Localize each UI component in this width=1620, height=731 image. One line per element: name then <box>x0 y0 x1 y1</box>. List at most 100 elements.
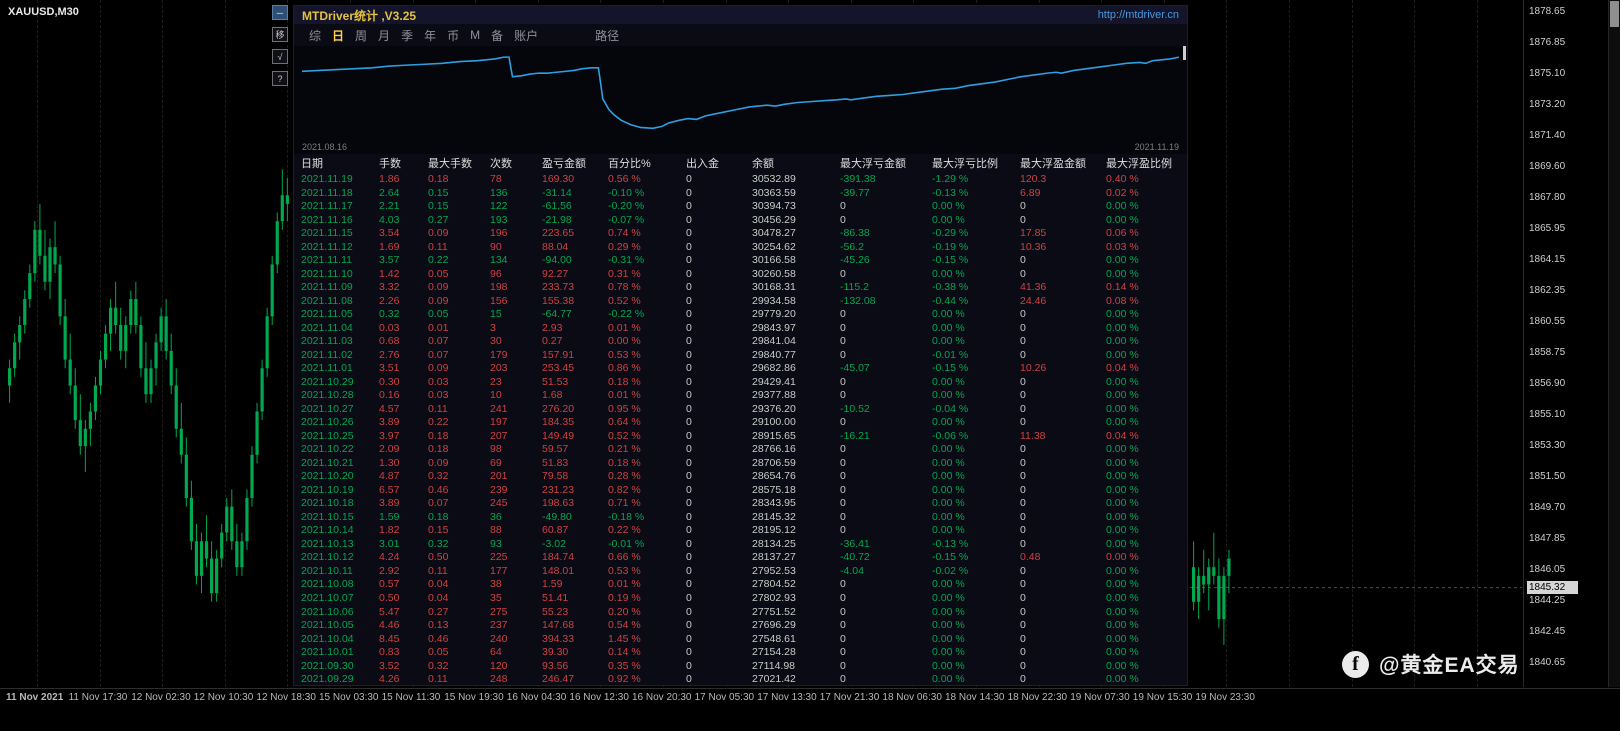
minimize-button[interactable]: ─ <box>272 5 288 20</box>
panel-link[interactable]: http://mtdriver.cn <box>1097 9 1179 21</box>
cell: 0 <box>686 267 692 280</box>
cell: 0.04 <box>428 578 449 591</box>
cell: -49.80 <box>542 510 572 523</box>
cell: 0 <box>840 389 846 402</box>
cell: 0.00 % <box>1106 673 1139 684</box>
menu-item-3[interactable]: 周 <box>355 28 368 43</box>
cell: 0 <box>1020 402 1026 415</box>
cell: 2021.10.07 <box>301 591 354 604</box>
cell: 120.3 <box>1020 173 1047 185</box>
cell: 203 <box>490 362 508 375</box>
cell: 0 <box>686 362 692 375</box>
cell: 0 <box>686 591 692 604</box>
cell: 1.86 <box>379 173 400 185</box>
cell: 0.00 % <box>1106 443 1139 456</box>
price-label: 1853.30 <box>1529 440 1566 451</box>
cell: 233.73 <box>542 281 575 294</box>
cell: 0.04 % <box>1106 429 1139 442</box>
cell: 0 <box>1020 673 1026 684</box>
scrollbar-thumb[interactable] <box>1610 1 1619 27</box>
menu-item-1[interactable]: 综 <box>309 28 322 43</box>
cell: 1.42 <box>379 267 400 280</box>
price-label: 1856.90 <box>1529 378 1566 389</box>
cell: -0.44 % <box>932 294 969 307</box>
cell: 2021.10.19 <box>301 483 354 496</box>
column-header: 次数 <box>490 158 512 170</box>
cell: 2021.10.18 <box>301 497 354 510</box>
cell: 1.45 % <box>608 632 641 645</box>
cell: 156 <box>490 294 508 307</box>
menu-item-4[interactable]: 月 <box>378 28 391 43</box>
cell: 29100.00 <box>752 416 796 429</box>
time-axis: 11 Nov 2021 11 Nov 17:30 12 Nov 02:30 12 No… <box>0 688 1620 731</box>
menu-item-6[interactable]: 年 <box>424 28 437 43</box>
cell: 184.35 <box>542 416 575 429</box>
cell: 149.49 <box>542 429 575 442</box>
help-button[interactable]: ? <box>272 71 288 86</box>
cell: 0 <box>686 294 692 307</box>
cell: 0.52 % <box>608 294 641 307</box>
cell: 0 <box>840 591 846 604</box>
cell: -1.29 % <box>932 173 969 185</box>
panel-scrollbar-thumb[interactable] <box>1183 46 1186 60</box>
cell: 275 <box>490 605 508 618</box>
table-row: 2021.10.18 3.89 0.07 245 198.63 0.71 % 0 28343.… <box>294 497 1187 511</box>
column-header: 最大浮亏金额 <box>840 158 906 170</box>
cell: -31.14 <box>542 186 572 199</box>
cell: 0.57 <box>379 578 400 591</box>
cell: 0.00 % <box>932 659 965 672</box>
price-label: 1862.35 <box>1529 285 1566 296</box>
column-header: 最大浮盈比例 <box>1106 158 1172 170</box>
stats-panel: MTDriver统计 ,V3.25 http://mtdriver.cn 综日周… <box>293 5 1188 686</box>
cell: 0 <box>1020 321 1026 334</box>
cell: 0.00 % <box>1106 389 1139 402</box>
cell: 2021.10.12 <box>301 551 354 564</box>
time-label: 11 Nov 17:30 <box>68 692 128 703</box>
cell: 28137.27 <box>752 551 796 564</box>
cell: 27952.53 <box>752 564 796 577</box>
cell: 0.22 <box>428 416 449 429</box>
cell: 0.18 % <box>608 375 641 388</box>
cell: 11.38 <box>1020 429 1046 442</box>
cell: 55.23 <box>542 605 569 618</box>
cell: 0.09 <box>428 281 449 294</box>
cell: 88 <box>490 524 502 537</box>
menu-item-5[interactable]: 季 <box>401 28 414 43</box>
cell: 196 <box>490 227 508 240</box>
cell: 0.64 % <box>608 416 641 429</box>
scrollbar[interactable] <box>1608 0 1620 687</box>
confirm-button[interactable]: √ <box>272 49 288 64</box>
cell: 120 <box>490 659 508 672</box>
cell: 169.30 <box>542 173 575 185</box>
cell: 231.23 <box>542 483 575 496</box>
cell: 0 <box>1020 308 1026 321</box>
menu-item-2[interactable]: 日 <box>332 28 345 43</box>
cell: 0.00 % <box>1106 402 1139 415</box>
menu-item-11[interactable]: 路径 <box>595 28 620 43</box>
table-row: 2021.11.12 1.69 0.11 90 88.04 0.29 % 0 30254.62… <box>294 241 1187 255</box>
menu-item-9[interactable]: 备 <box>491 28 504 43</box>
menu-item-8[interactable]: M <box>470 28 481 42</box>
cell: 93 <box>490 537 502 550</box>
cell: 0 <box>1020 632 1026 645</box>
cell: 29779.20 <box>752 308 796 321</box>
cell: 79.58 <box>542 470 569 483</box>
move-button[interactable]: 移 <box>272 27 288 42</box>
cell: 0.00 % <box>932 416 965 429</box>
cell: 8.45 <box>379 632 400 645</box>
cell: 30456.29 <box>752 213 796 226</box>
current-price-badge: 1845.32 <box>1527 581 1578 594</box>
cell: 10 <box>490 389 502 402</box>
cell: 96 <box>490 267 502 280</box>
cell: -0.13 % <box>932 537 969 550</box>
menu-item-7[interactable]: 币 <box>447 28 460 43</box>
cell: 0.66 % <box>608 551 641 564</box>
cell: 27021.42 <box>752 673 796 684</box>
cell: 246.47 <box>542 673 575 684</box>
menu-item-10[interactable]: 账户 <box>514 28 539 43</box>
table-row: 2021.11.17 2.21 0.15 122 -61.56 -0.20 % 0 30394… <box>294 200 1187 214</box>
cell: 0 <box>1020 267 1026 280</box>
cell: 3.51 <box>379 362 400 375</box>
stats-table-body: 2021.11.19 1.86 0.18 78 169.30 0.56 % 0 30532.8… <box>294 173 1187 684</box>
